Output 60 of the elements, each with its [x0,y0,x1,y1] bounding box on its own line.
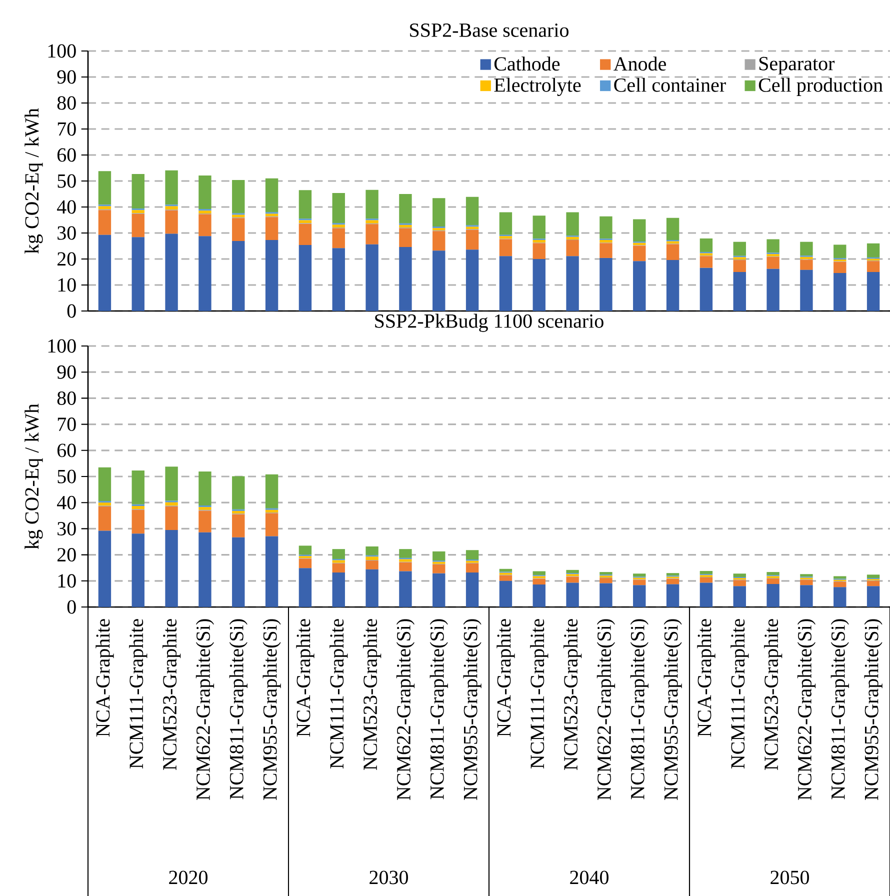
x-tick-label: NCM811-Graphite(Si) [430,619,448,800]
legend-label: Anode [614,56,666,71]
y-tick-label: 30 [58,522,76,536]
chart-title: SSP2-PkBudg 1100 scenario [375,314,604,332]
x-tick-label: NCM955-Graphite(Si) [262,619,281,800]
text: 2040 [570,870,608,884]
x-tick-label: NCM811-Graphite(Si) [229,619,248,800]
x-tick-label: NCM111-Graphite [330,619,348,769]
x-tick-label: NCM955-Graphite(Si) [664,619,682,800]
x-tick-label: NCM622-Graphite(Si) [396,619,415,800]
x-tick-label: NCM523-Graphite [362,619,382,770]
y-tick-label: 30 [58,226,76,240]
x-tick-label: NCA-Graphite [697,619,716,737]
y-tick-label: 80 [57,96,76,110]
x-tick-label: NCA-Graphite [296,619,314,737]
y-tick-label: 50 [58,174,76,188]
legend-label: Cell container [614,78,726,92]
y-tick-label: 70 [58,418,76,432]
x-tick-label: NCM811-Graphite(Si) [630,619,648,800]
x-tick-label: NCM523-Graphite [764,619,782,770]
chart-title: SSP2-Base scenario [410,24,568,37]
x-tick-label: NCM523-Graphite [162,619,181,770]
y-tick-label: 90 [57,70,76,84]
y-tick-label: 60 [57,444,76,458]
x-tick-label: NCM622-Graphite(Si) [797,619,816,800]
x-tick-label: NCM622-Graphite(Si) [596,619,616,800]
legend-label: Cathode [494,56,560,71]
y-axis-title: kg CO2-Eq / kWh [24,404,43,550]
y-axis-title: kg CO2-Eq / kWh [24,108,43,254]
y-tick-label: 10 [58,278,76,292]
legend-label: Cell production [758,78,883,96]
text: 2050 [770,870,809,884]
text: 2020 [169,870,208,884]
x-tick-label: NCM622-Graphite(Si) [196,619,214,800]
y-tick-label: 70 [58,122,76,136]
y-tick-label: 40 [57,200,76,214]
y-tick-label: 80 [57,391,76,405]
text: 2030 [370,870,408,884]
y-tick-label: 40 [57,496,76,510]
y-tick-label: 90 [57,365,76,379]
legend-label: Electrolyte [494,78,581,96]
x-tick-label: NCM111-Graphite [730,619,749,769]
y-tick-label: 60 [57,148,76,162]
x-tick-label: NCM523-Graphite [563,619,582,770]
y-tick-label: 20 [58,548,76,562]
legend-label: Separator [759,56,835,74]
x-tick-label: NCA-Graphite [96,619,114,737]
x-tick-label: NCM811-Graphite(Si) [830,619,849,800]
x-tick-label: NCA-Graphite [496,619,515,737]
x-tick-label: NCM955-Graphite(Si) [864,619,882,800]
y-tick-label: 0 [67,304,76,318]
x-tick-label: NCM955-Graphite(Si) [463,619,482,800]
x-tick-label: NCM111-Graphite [129,619,148,769]
y-tick-label: 100 [48,339,76,353]
x-tick-label: NCM111-Graphite [530,619,548,769]
y-tick-label: 100 [48,44,76,58]
y-tick-label: 10 [58,574,76,588]
y-tick-label: 0 [67,600,76,614]
y-tick-label: 20 [58,252,76,266]
y-tick-label: 50 [58,470,76,484]
